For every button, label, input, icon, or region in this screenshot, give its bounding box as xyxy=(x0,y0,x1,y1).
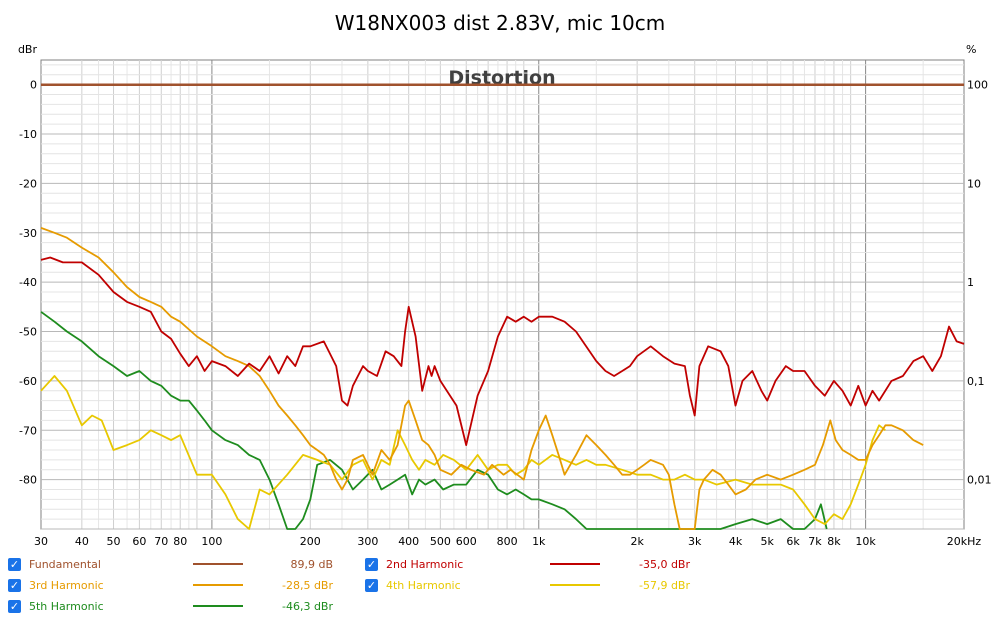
x-tick-label: 5k xyxy=(761,535,775,548)
tick-labels: 30 40 50 60 70 80 100 200 300 400 500 600 800 1k 2k 3k 4… xyxy=(19,79,991,548)
series-layer xyxy=(40,83,965,530)
distortion-chart: W18NX003 dist 2.83V, mic 10cm dBr % Dist… xyxy=(18,11,992,548)
x-tick-label: 500 xyxy=(430,535,451,548)
legend-label-4th-harmonic: 4th Harmonic xyxy=(386,578,461,592)
legend-value-3rd-harmonic: -28,5 dBr xyxy=(281,578,333,592)
checkbox-2nd-harmonic[interactable]: ✓ xyxy=(365,557,378,571)
x-tick-label: 300 xyxy=(357,535,378,548)
x-tick-label: 800 xyxy=(497,535,518,548)
y-tick-label-left: -30 xyxy=(19,227,37,240)
x-tick-label: 50 xyxy=(107,535,121,548)
legend-item-2nd-harmonic[interactable]: ✓ 2nd Harmonic -35,0 dBr xyxy=(365,554,690,574)
y-tick-label-left: -70 xyxy=(19,424,37,437)
y-tick-label-right: 1 xyxy=(967,276,974,289)
legend-item-fundamental[interactable]: ✓ Fundamental 89,9 dB xyxy=(8,554,333,574)
x-tick-label: 30 xyxy=(34,535,48,548)
left-axis-unit: dBr xyxy=(18,43,38,56)
grid-lines xyxy=(41,60,964,530)
y-tick-label-left: -50 xyxy=(19,326,37,339)
legend-value-2nd-harmonic: -35,0 dBr xyxy=(638,557,690,571)
x-tick-label: 7k xyxy=(808,535,822,548)
chart-title: W18NX003 dist 2.83V, mic 10cm xyxy=(335,11,666,35)
series-4th-harmonic xyxy=(40,375,886,530)
x-tick-label: 70 xyxy=(154,535,168,548)
y-tick-label-right: 10 xyxy=(967,177,981,190)
x-tick-label: 600 xyxy=(456,535,477,548)
legend-item-3rd-harmonic[interactable]: ✓ 3rd Harmonic -28,5 dBr xyxy=(8,575,333,595)
legend-swatch-5th-harmonic xyxy=(193,605,243,607)
y-tick-label-right: 0,1 xyxy=(967,375,985,388)
checkbox-3rd-harmonic[interactable]: ✓ xyxy=(8,578,21,592)
y-tick-label-left: -60 xyxy=(19,375,37,388)
legend-swatch-fundamental xyxy=(193,563,243,565)
legend-label-5th-harmonic: 5th Harmonic xyxy=(29,599,104,613)
y-tick-label-right: 0,01 xyxy=(967,474,992,487)
legend-value-5th-harmonic: -46,3 dBr xyxy=(281,599,333,613)
x-tick-label: 6k xyxy=(786,535,800,548)
legend-label-2nd-harmonic: 2nd Harmonic xyxy=(386,557,464,571)
x-tick-label: 80 xyxy=(173,535,187,548)
x-tick-label: 4k xyxy=(729,535,743,548)
series-2nd-harmonic xyxy=(40,256,965,447)
x-tick-label: 1k xyxy=(532,535,546,548)
x-tick-label: 10k xyxy=(855,535,876,548)
checkbox-fundamental[interactable]: ✓ xyxy=(8,557,21,571)
legend-item-5th-harmonic[interactable]: ✓ 5th Harmonic -46,3 dBr xyxy=(8,596,333,616)
legend-swatch-3rd-harmonic xyxy=(193,584,243,586)
y-tick-label-left: 0 xyxy=(30,79,37,92)
legend-value-4th-harmonic: -57,9 dBr xyxy=(638,578,690,592)
legend-swatch-4th-harmonic xyxy=(550,584,600,586)
x-tick-label: 3k xyxy=(688,535,702,548)
y-tick-label-left: -20 xyxy=(19,177,37,190)
legend-value-fundamental: 89,9 dB xyxy=(290,557,333,571)
x-tick-label: 60 xyxy=(132,535,146,548)
x-tick-label: 400 xyxy=(398,535,419,548)
legend-label-3rd-harmonic: 3rd Harmonic xyxy=(29,578,104,592)
x-tick-label: 2k xyxy=(630,535,644,548)
series-3rd-harmonic xyxy=(40,227,924,530)
y-tick-label-left: -80 xyxy=(19,474,37,487)
legend-item-4th-harmonic[interactable]: ✓ 4th Harmonic -57,9 dBr xyxy=(365,575,690,595)
y-tick-label-right: 100 xyxy=(967,79,988,92)
x-tick-label: 20kHz xyxy=(947,535,982,548)
x-tick-label: 8k xyxy=(827,535,841,548)
right-axis-unit: % xyxy=(966,43,976,56)
x-tick-label: 200 xyxy=(300,535,321,548)
plot-area xyxy=(40,59,965,530)
legend-swatch-2nd-harmonic xyxy=(550,563,600,565)
x-tick-label: 100 xyxy=(201,535,222,548)
checkbox-4th-harmonic[interactable]: ✓ xyxy=(365,578,378,592)
x-tick-label: 40 xyxy=(75,535,89,548)
legend-label-fundamental: Fundamental xyxy=(29,557,101,571)
legend: ✓ Fundamental 89,9 dB ✓ 2nd Harmonic -35… xyxy=(0,552,1000,618)
y-tick-label-left: -10 xyxy=(19,128,37,141)
y-tick-label-left: -40 xyxy=(19,276,37,289)
checkbox-5th-harmonic[interactable]: ✓ xyxy=(8,599,21,613)
